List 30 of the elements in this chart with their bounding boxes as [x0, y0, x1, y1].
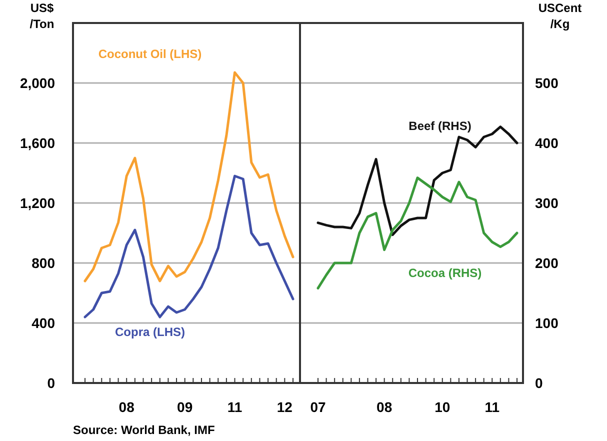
x-tick-label: 09 — [177, 399, 193, 415]
y-tick-label: 2,000 — [20, 74, 56, 91]
y-axis-title: US$ /Ton — [30, 1, 54, 31]
text: Coconut Oil (LHS) — [98, 47, 202, 61]
y-tick-label: 300 — [535, 194, 559, 211]
y-tick-label: 500 — [535, 74, 559, 91]
x-tick-label: 07 — [310, 399, 326, 415]
series-label: Beef (RHS) — [408, 119, 472, 133]
x-tick-label: 11 — [227, 399, 242, 415]
x-tick-label: 08 — [118, 399, 135, 415]
text: Cocoa (RHS) — [408, 266, 482, 280]
line-series — [84, 71, 294, 282]
x-tick-label: 08 — [376, 399, 392, 415]
y-tick-label: 800 — [32, 254, 56, 271]
x-tick-label: 11 — [484, 399, 500, 415]
y-tick-label: 1,200 — [20, 194, 56, 211]
y-tick-label: 100 — [535, 314, 559, 331]
series-label: Copra (LHS) — [115, 325, 185, 339]
y-tick-label: 400 — [535, 134, 559, 151]
x-tick-label: 10 — [434, 399, 450, 415]
y-tick-label: 0 — [47, 374, 56, 391]
y-tick-label: 400 — [32, 314, 56, 331]
x-tick-label: 12 — [276, 399, 293, 415]
y-axis-title: USCent /Kg — [538, 1, 582, 31]
line-series — [84, 174, 294, 318]
y-tick-label: 200 — [535, 254, 559, 271]
line-series — [316, 176, 518, 290]
source-note: Source: World Bank, IMF — [73, 423, 215, 437]
y-tick-label: 1,600 — [20, 134, 56, 151]
y-tick-label: 0 — [535, 374, 543, 391]
